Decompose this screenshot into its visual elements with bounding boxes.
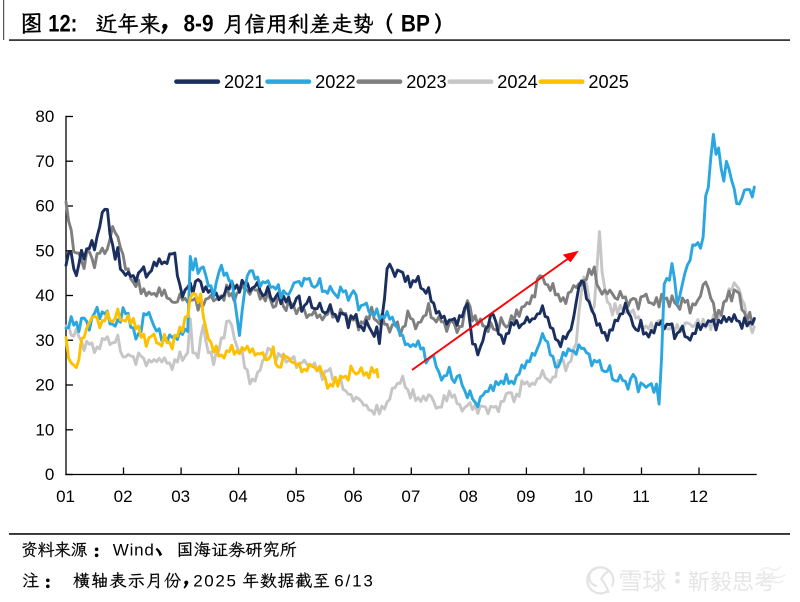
svg-text:10: 10: [35, 420, 54, 439]
svg-text:2024: 2024: [497, 72, 537, 92]
svg-text:70: 70: [35, 152, 54, 171]
svg-text:0: 0: [45, 465, 54, 484]
svg-text:02: 02: [114, 487, 133, 506]
svg-text:06: 06: [344, 487, 363, 506]
svg-text:2021: 2021: [224, 72, 264, 92]
svg-text:6/13: 6/13: [334, 572, 374, 591]
svg-text:05: 05: [286, 487, 305, 506]
svg-text:2023: 2023: [406, 72, 446, 92]
svg-text:09: 09: [516, 487, 535, 506]
svg-text:01: 01: [56, 487, 75, 506]
svg-text:40: 40: [35, 286, 54, 305]
svg-text:10: 10: [574, 487, 593, 506]
svg-text:20: 20: [35, 376, 54, 395]
svg-text:Wind: Wind: [113, 541, 155, 560]
svg-text:8-9: 8-9: [184, 11, 214, 38]
svg-text:2022: 2022: [315, 72, 355, 92]
svg-text:60: 60: [35, 197, 54, 216]
svg-text:2025: 2025: [588, 72, 628, 92]
svg-text:03: 03: [171, 487, 190, 506]
svg-text:80: 80: [35, 107, 54, 126]
svg-text:04: 04: [229, 487, 248, 506]
svg-text:50: 50: [35, 241, 54, 260]
svg-text:12:: 12:: [48, 11, 77, 38]
svg-text:2025: 2025: [193, 572, 237, 591]
svg-text:07: 07: [401, 487, 420, 506]
svg-text:12: 12: [689, 487, 708, 506]
svg-text:BP: BP: [401, 11, 430, 38]
svg-text:30: 30: [35, 331, 54, 350]
svg-text:08: 08: [459, 487, 478, 506]
svg-text:11: 11: [632, 487, 650, 506]
